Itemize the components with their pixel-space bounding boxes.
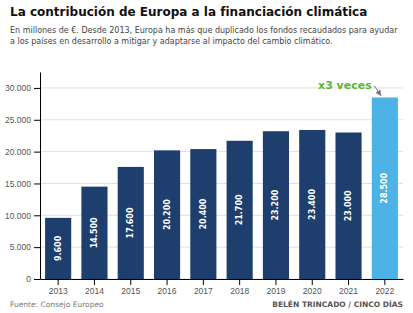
y-tick: 25.000 xyxy=(5,115,40,125)
data-label: 21.700 xyxy=(235,194,244,225)
x-tick-mark xyxy=(384,279,385,285)
x-tick-label: 2020 xyxy=(303,286,322,296)
data-label: 23.200 xyxy=(271,189,280,220)
x-tick: 2014 xyxy=(85,279,104,296)
x-tick-mark xyxy=(203,279,204,285)
x-tick: 2022 xyxy=(375,279,394,296)
bars xyxy=(45,97,398,279)
x-tick: 2020 xyxy=(303,279,322,296)
x-tick-label: 2019 xyxy=(266,286,285,296)
x-tick: 2013 xyxy=(49,279,68,296)
source: Fuente: Consejo Europeo xyxy=(10,300,104,309)
y-tick-mark xyxy=(34,215,40,216)
bar xyxy=(118,167,144,279)
y-tick-label: 10.000 xyxy=(5,211,31,221)
data-label: 28.500 xyxy=(380,172,389,203)
x-tick: 2021 xyxy=(339,279,358,296)
x-tick: 2016 xyxy=(158,279,177,296)
x-tick-label: 2014 xyxy=(85,286,104,296)
x-axis: 2013 2014 2015 2016 2017 2018 2019 2020 2021 2022 xyxy=(41,279,404,296)
x-tick-mark xyxy=(348,279,349,285)
x-tick-label: 2022 xyxy=(375,286,394,296)
x-tick-label: 2013 xyxy=(49,286,68,296)
annotation-arrow xyxy=(374,85,381,95)
y-tick-mark xyxy=(34,279,40,280)
plot: 9.600 14.500 17.600 20.200 20.400 21.700 23.20… xyxy=(5,73,404,297)
grid xyxy=(40,88,403,279)
chart-svg: La contribución de Europa a la financiac… xyxy=(0,0,413,313)
x-tick-mark xyxy=(239,279,240,285)
y-tick: 20.000 xyxy=(5,147,40,157)
y-tick-label: 30.000 xyxy=(5,83,31,93)
bar xyxy=(81,187,107,279)
y-tick: 0 xyxy=(26,274,40,284)
annotation: x3 veces xyxy=(318,79,372,92)
subtitle-line: a los países en desarrollo a mitigar y a… xyxy=(10,37,333,46)
x-tick: 2018 xyxy=(230,279,249,296)
subtitle-line: En millones de €. Desde 2013, Europa ha … xyxy=(10,26,398,35)
data-label: 9.600 xyxy=(54,235,63,261)
bar xyxy=(45,218,71,279)
data-label: 23.000 xyxy=(344,190,353,221)
data-label: 14.500 xyxy=(90,217,99,248)
y-tick: 5.000 xyxy=(10,242,40,252)
data-label: 20.400 xyxy=(199,198,208,229)
x-tick-label: 2017 xyxy=(194,286,213,296)
title: La contribución de Europa a la financiac… xyxy=(10,5,367,19)
x-tick: 2017 xyxy=(194,279,213,296)
y-tick-mark xyxy=(34,88,40,89)
data-label: 20.200 xyxy=(163,199,172,230)
x-tick-mark xyxy=(58,279,59,285)
x-tick-label: 2018 xyxy=(230,286,249,296)
y-tick-label: 25.000 xyxy=(5,115,31,125)
y-tick-mark xyxy=(34,120,40,121)
bar xyxy=(227,141,253,279)
x-tick: 2015 xyxy=(121,279,140,296)
bar xyxy=(154,150,180,279)
x-tick-mark xyxy=(130,279,131,285)
bar xyxy=(335,133,361,279)
x-tick-label: 2016 xyxy=(158,286,177,296)
y-axis: 0 5.000 10.000 15.000 20.000 25.000 30.000 xyxy=(5,73,41,285)
bar xyxy=(190,149,216,279)
x-tick-label: 2015 xyxy=(121,286,140,296)
y-tick: 15.000 xyxy=(5,179,40,189)
data-label: 17.600 xyxy=(126,207,135,238)
x-tick-mark xyxy=(312,279,313,285)
data-labels: 9.600 14.500 17.600 20.200 20.400 21.700 23.20… xyxy=(54,172,390,261)
y-tick: 10.000 xyxy=(5,211,40,221)
x-tick-mark xyxy=(167,279,168,285)
data-label: 23.400 xyxy=(308,189,317,220)
y-tick-label: 20.000 xyxy=(5,147,31,157)
y-tick-mark xyxy=(34,152,40,153)
bar xyxy=(372,97,398,279)
y-tick-label: 5.000 xyxy=(10,242,32,252)
y-tick-mark xyxy=(34,183,40,184)
y-axis-line xyxy=(40,73,41,280)
y-tick-label: 0 xyxy=(26,274,31,284)
x-tick-mark xyxy=(275,279,276,285)
x-tick: 2019 xyxy=(266,279,285,296)
x-tick-mark xyxy=(94,279,95,285)
y-tick-label: 15.000 xyxy=(5,179,31,189)
y-tick: 30.000 xyxy=(5,83,40,93)
subtitle: En millones de €. Desde 2013, Europa ha … xyxy=(10,26,398,46)
grid-line xyxy=(40,119,403,120)
x-tick-label: 2021 xyxy=(339,286,358,296)
credit: BELÉN TRINCADO / CINCO DÍAS xyxy=(272,300,403,309)
y-tick-mark xyxy=(34,247,40,248)
bar xyxy=(263,131,289,279)
bar xyxy=(299,130,325,279)
